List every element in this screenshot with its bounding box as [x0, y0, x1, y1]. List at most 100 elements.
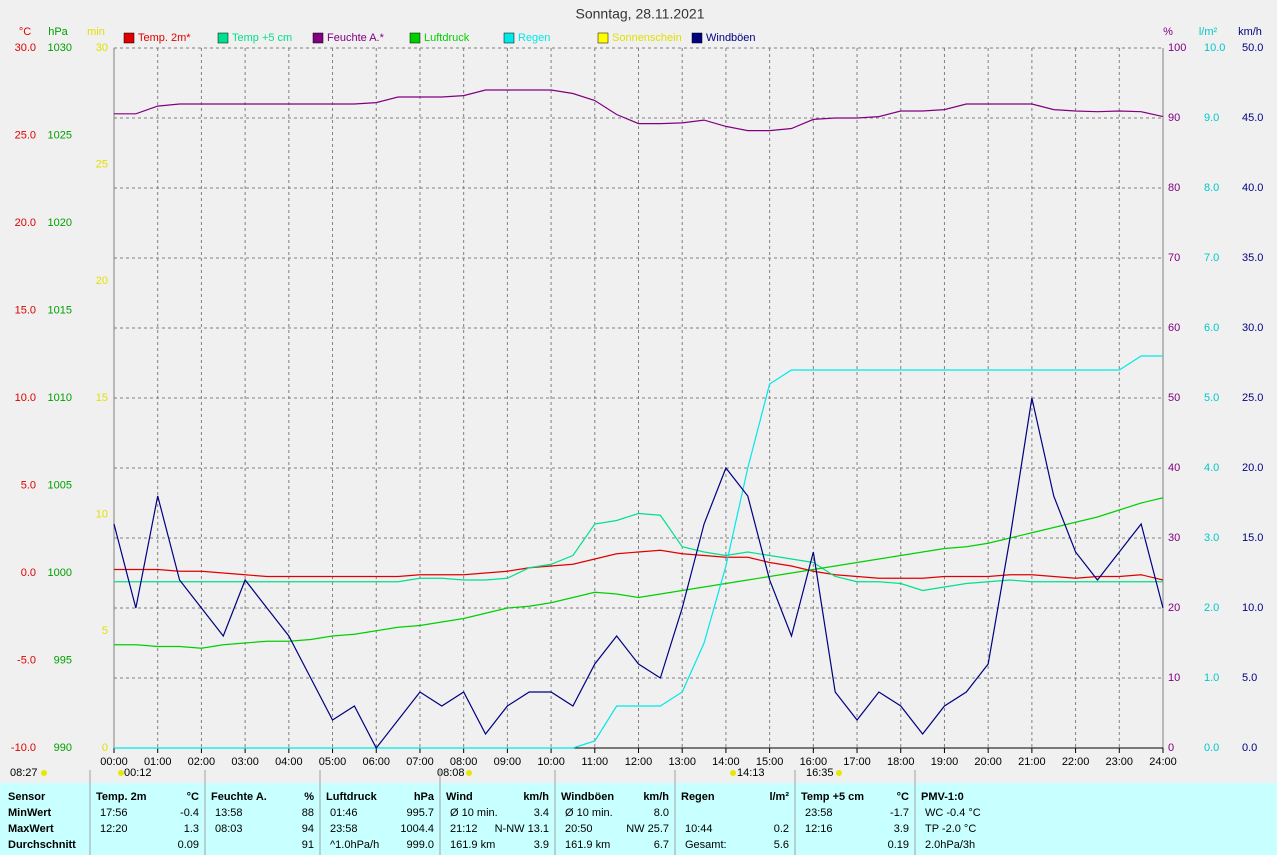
- stats-unit: l/m²: [769, 791, 789, 803]
- axis-unit: hPa: [48, 26, 68, 38]
- y-tick-label: 1.0: [1204, 672, 1219, 684]
- stats-header: PMV-1:0: [921, 791, 964, 803]
- stats-header: Temp. 2m: [96, 791, 147, 803]
- time-marker: 14:13: [737, 767, 765, 779]
- x-tick-label: 19:00: [931, 756, 959, 768]
- stats-header: Windböen: [561, 791, 614, 803]
- legend-label: Temp. 2m*: [138, 32, 191, 44]
- stats-cell: WC -0.4 °C: [925, 807, 981, 819]
- legend-swatch: [312, 32, 324, 44]
- legend-label: Sonnenschein: [612, 32, 682, 44]
- x-tick-label: 01:00: [144, 756, 172, 768]
- stats-cell: 20:50: [565, 823, 593, 835]
- y-tick-label: 25.0: [1242, 392, 1263, 404]
- sun-icon: [466, 770, 472, 776]
- y-tick-label: 8.0: [1204, 182, 1219, 194]
- y-tick-label: 50: [1168, 392, 1180, 404]
- chart-title: Sonntag, 28.11.2021: [576, 6, 705, 22]
- y-tick-label: 0: [1168, 742, 1174, 754]
- stats-cell: 995.7: [406, 807, 434, 819]
- legend-label: Windböen: [706, 32, 756, 44]
- y-tick-label: 1000: [48, 567, 72, 579]
- x-tick-label: 02:00: [188, 756, 216, 768]
- stats-row-label: MinWert: [8, 807, 52, 819]
- stats-cell: 6.7: [654, 839, 669, 851]
- y-tick-label: -5.0: [17, 654, 36, 666]
- series-line: [114, 89, 1164, 132]
- stats-cell: 91: [302, 839, 314, 851]
- stats-cell: NW 25.7: [626, 823, 669, 835]
- legend-label: Feuchte A.*: [327, 32, 385, 44]
- stats-cell: -0.4: [180, 807, 199, 819]
- legend-swatch: [597, 32, 609, 44]
- legend-label: Temp +5 cm: [232, 32, 292, 44]
- y-tick-label: 4.0: [1204, 462, 1219, 474]
- x-tick-label: 11:00: [581, 756, 608, 768]
- stats-header: Temp +5 cm: [801, 791, 864, 803]
- stats-cell: 12:16: [805, 823, 833, 835]
- y-tick-label: 10: [96, 509, 108, 521]
- y-tick-label: 3.0: [1204, 532, 1219, 544]
- y-tick-label: 90: [1168, 112, 1180, 124]
- stats-cell: 0.2: [774, 823, 789, 835]
- y-tick-label: 0: [102, 742, 108, 754]
- y-tick-label: 70: [1168, 252, 1180, 264]
- y-tick-label: 9.0: [1204, 112, 1219, 124]
- legend-swatch: [409, 32, 421, 44]
- stats-cell: Ø 10 min.: [565, 807, 613, 819]
- y-tick-label: 10: [1168, 672, 1180, 684]
- stats-row-label: MaxWert: [8, 823, 54, 835]
- y-tick-label: 35.0: [1242, 252, 1263, 264]
- axis-unit: min: [87, 26, 105, 38]
- stats-cell: 8.0: [654, 807, 669, 819]
- y-tick-label: 40.0: [1242, 182, 1263, 194]
- y-tick-label: 30: [96, 42, 108, 54]
- time-marker: 00:12: [124, 767, 152, 779]
- stats-cell: 3.4: [534, 807, 549, 819]
- legend-label: Regen: [518, 32, 550, 44]
- y-tick-label: 45.0: [1242, 112, 1263, 124]
- y-tick-label: 40: [1168, 462, 1180, 474]
- x-tick-label: 24:00: [1149, 756, 1177, 768]
- stats-unit: °C: [897, 791, 909, 803]
- y-tick-label: 5.0: [1204, 392, 1219, 404]
- stats-cell: 23:58: [330, 823, 358, 835]
- stats-cell: 999.0: [406, 839, 434, 851]
- stats-unit: km/h: [523, 791, 549, 803]
- x-tick-label: 06:00: [362, 756, 390, 768]
- y-tick-label: 25: [96, 159, 108, 171]
- stats-header: Wind: [446, 791, 473, 803]
- stats-cell: 17:56: [100, 807, 128, 819]
- stats-cell: 2.0hPa/3h: [925, 839, 975, 851]
- y-tick-label: 30: [1168, 532, 1180, 544]
- x-tick-label: 05:00: [319, 756, 347, 768]
- stats-cell: 21:12: [450, 823, 478, 835]
- y-tick-label: 50.0: [1242, 42, 1263, 54]
- y-tick-label: 25.0: [15, 129, 36, 141]
- stats-cell: 0.09: [178, 839, 199, 851]
- sun-icon: [118, 770, 124, 776]
- legend-swatch: [503, 32, 515, 44]
- sun-icon: [730, 770, 736, 776]
- stats-cell: 161.9 km: [450, 839, 495, 851]
- y-tick-label: 5.0: [1242, 672, 1257, 684]
- y-tick-label: 10.0: [1204, 42, 1225, 54]
- stats-cell: Ø 10 min.: [450, 807, 498, 819]
- x-tick-label: 07:00: [406, 756, 434, 768]
- sun-icon: [836, 770, 842, 776]
- axis-unit: km/h: [1238, 26, 1262, 38]
- series-line: [114, 355, 1163, 749]
- y-tick-label: 15: [96, 392, 108, 404]
- axis-unit: °C: [19, 26, 31, 38]
- stats-cell: 23:58: [805, 807, 833, 819]
- y-tick-label: 20.0: [1242, 462, 1263, 474]
- x-tick-label: 16:00: [800, 756, 828, 768]
- y-tick-label: 0.0: [1204, 742, 1219, 754]
- stats-cell: 88: [302, 807, 314, 819]
- y-tick-label: 30.0: [15, 42, 36, 54]
- axis-unit: l/m²: [1199, 26, 1218, 38]
- stats-cell: 08:03: [215, 823, 243, 835]
- y-tick-label: 2.0: [1204, 602, 1219, 614]
- stats-cell: 12:20: [100, 823, 128, 835]
- y-tick-label: 1015: [48, 304, 72, 316]
